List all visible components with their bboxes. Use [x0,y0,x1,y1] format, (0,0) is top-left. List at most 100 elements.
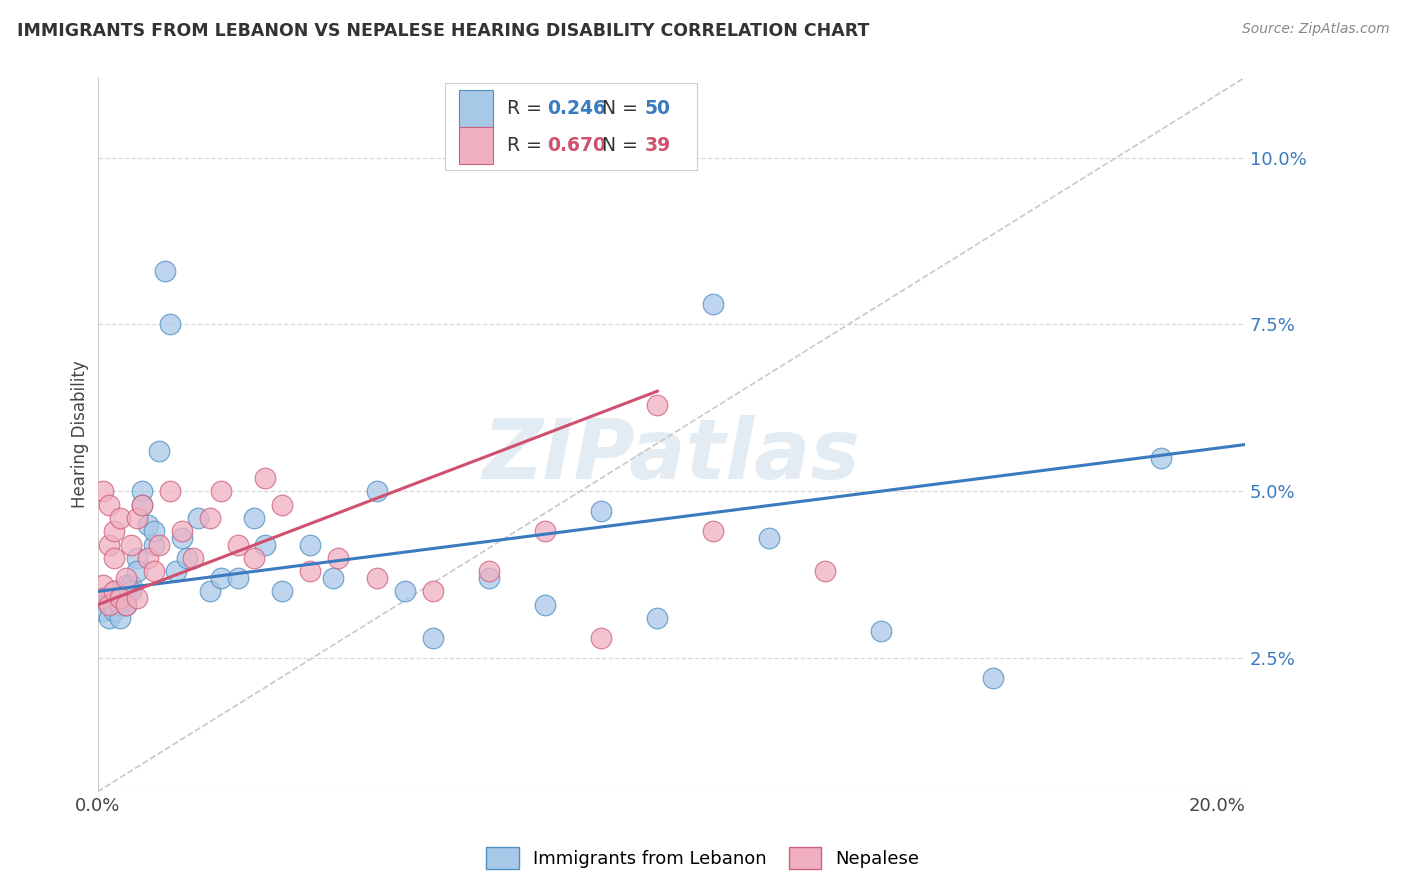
Point [142,524,165,539]
Point [108,511,131,525]
Point [534,598,557,612]
Point [159,484,181,499]
Point [758,531,780,545]
Point [142,565,165,579]
Point [97,591,120,606]
Point [114,591,136,606]
Text: ZIPatlas: ZIPatlas [482,416,860,497]
Point [114,571,136,585]
Point [702,297,724,311]
FancyBboxPatch shape [458,127,494,164]
Point [981,671,1004,685]
Point [142,538,165,552]
Point [591,504,613,518]
Text: R =: R = [508,99,548,118]
Point [97,598,120,612]
Point [97,611,120,625]
Y-axis label: Hearing Disability: Hearing Disability [72,360,89,508]
Point [181,551,204,566]
Point [366,484,388,499]
Point [198,584,221,599]
Point [814,565,837,579]
Text: IMMIGRANTS FROM LEBANON VS NEPALESE HEARING DISABILITY CORRELATION CHART: IMMIGRANTS FROM LEBANON VS NEPALESE HEAR… [17,22,869,40]
Point [120,538,142,552]
Point [254,471,277,485]
Point [243,511,266,525]
Point [120,584,142,599]
Point [125,511,148,525]
Point [534,524,557,539]
Text: 0.246: 0.246 [547,99,606,118]
Point [271,584,294,599]
Point [299,538,322,552]
Text: 0.670: 0.670 [547,136,606,155]
Point [870,624,893,639]
Point [131,498,153,512]
Point [322,571,344,585]
Point [103,551,125,566]
Point [91,591,114,606]
Point [478,565,501,579]
Point [1150,450,1173,465]
Text: R =: R = [508,136,548,155]
Point [271,498,294,512]
Point [125,565,148,579]
Point [254,538,277,552]
Point [209,571,232,585]
Text: Source: ZipAtlas.com: Source: ZipAtlas.com [1241,22,1389,37]
Point [103,584,125,599]
Point [328,551,350,566]
Point [120,578,142,592]
Point [114,598,136,612]
Point [226,571,249,585]
Point [131,484,153,499]
Point [97,498,120,512]
Point [176,551,198,566]
Point [148,444,170,458]
Point [108,598,131,612]
FancyBboxPatch shape [446,83,696,170]
Point [103,598,125,612]
Point [422,584,444,599]
Point [108,591,131,606]
Point [243,551,266,566]
Point [422,631,444,645]
Point [131,498,153,512]
Point [209,484,232,499]
Point [136,517,159,532]
Text: 50: 50 [645,99,671,118]
Point [187,511,209,525]
Point [103,524,125,539]
Point [226,538,249,552]
Point [114,578,136,592]
Point [159,318,181,332]
Point [114,598,136,612]
Text: N =: N = [602,99,644,118]
Point [394,584,416,599]
Legend: Immigrants from Lebanon, Nepalese: Immigrants from Lebanon, Nepalese [479,839,927,876]
Point [125,551,148,566]
Point [299,565,322,579]
Point [136,551,159,566]
Point [125,591,148,606]
Point [170,531,193,545]
Point [366,571,388,585]
Point [647,398,669,412]
Point [148,538,170,552]
Point [91,484,114,499]
Point [170,524,193,539]
Point [108,591,131,606]
Point [91,578,114,592]
Point [108,611,131,625]
Point [198,511,221,525]
Point [153,264,176,278]
Point [702,524,724,539]
Point [91,604,114,618]
Text: N =: N = [602,136,644,155]
Point [165,565,187,579]
Point [478,571,501,585]
Point [647,611,669,625]
Point [97,598,120,612]
Point [97,538,120,552]
Text: 39: 39 [645,136,671,155]
